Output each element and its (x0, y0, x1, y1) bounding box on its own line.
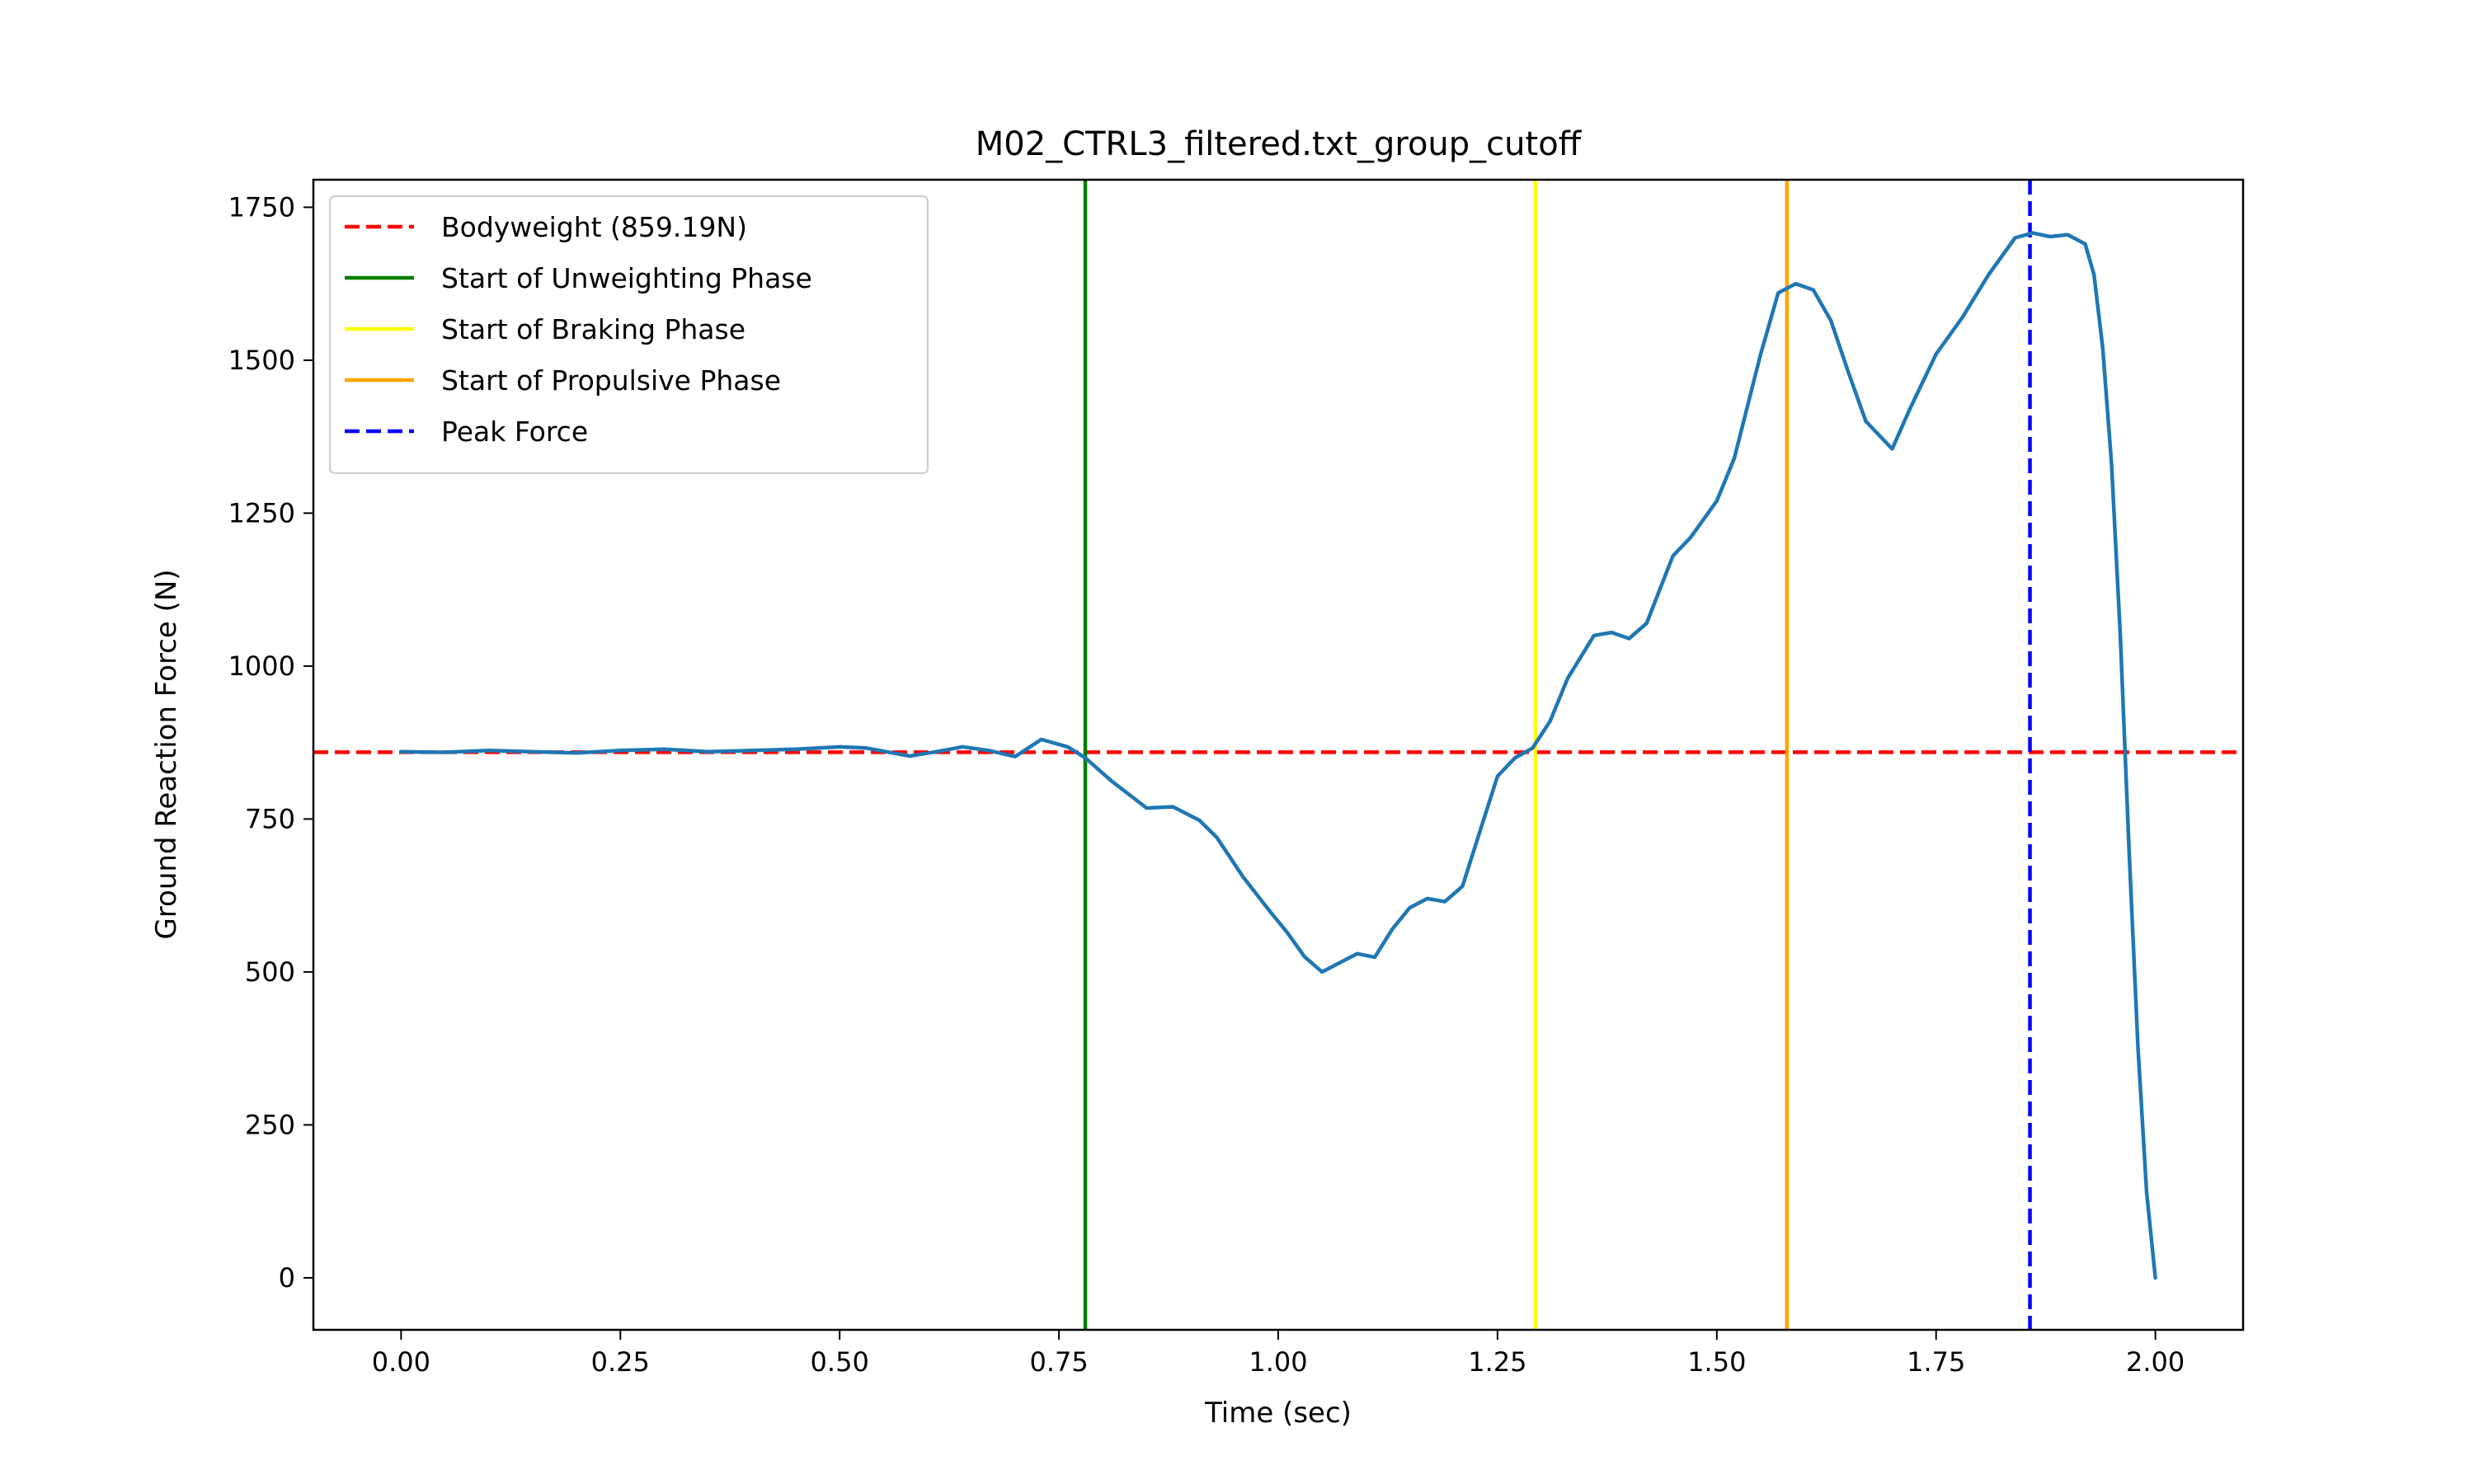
chart-title: M02_CTRL3_filtered.txt_group_cutoff (976, 125, 1583, 163)
x-tick-label: 0.00 (372, 1346, 430, 1378)
x-tick-label: 1.25 (1468, 1346, 1526, 1378)
y-tick-label: 1250 (228, 497, 295, 528)
y-axis: 0 250 500 750 1000 1250 1500 1750 (228, 191, 313, 1294)
x-tick-label: 0.75 (1029, 1346, 1088, 1378)
x-tick-label: 0.25 (591, 1346, 650, 1378)
series-line-grf (399, 231, 2157, 1280)
legend-box (329, 195, 929, 474)
legend-label: Peak Force (441, 416, 588, 448)
reference-lines (313, 180, 2243, 1330)
x-axis: 0.00 0.25 0.50 0.75 1.00 1.25 1.50 1.75 2.00 (372, 1330, 2185, 1378)
x-tick-label: 1.00 (1249, 1346, 1307, 1378)
y-tick-label: 1000 (228, 650, 295, 682)
y-tick-label: 250 (245, 1109, 295, 1140)
y-tick-label: 1500 (228, 345, 295, 376)
x-tick-label: 2.00 (2126, 1346, 2185, 1378)
y-tick-label: 500 (245, 956, 295, 988)
x-axis-label: Time (sec) (1204, 1397, 1352, 1430)
legend-label: Start of Braking Phase (441, 313, 745, 345)
y-tick-label: 1750 (228, 191, 295, 223)
legend-label: Bodyweight (859.19N) (441, 211, 747, 243)
legend: Bodyweight (859.19N) Start of Unweighting… (329, 195, 929, 474)
x-tick-label: 1.50 (1687, 1346, 1746, 1378)
x-tick-label: 0.50 (811, 1346, 869, 1378)
y-tick-label: 750 (245, 803, 295, 834)
legend-label: Start of Unweighting Phase (441, 262, 812, 294)
series-layer (399, 231, 2157, 1280)
y-axis-label: Ground Reaction Force (N) (150, 569, 183, 939)
legend-label: Start of Propulsive Phase (441, 364, 781, 397)
y-tick-label: 0 (279, 1262, 295, 1294)
x-tick-label: 1.75 (1907, 1346, 1965, 1378)
